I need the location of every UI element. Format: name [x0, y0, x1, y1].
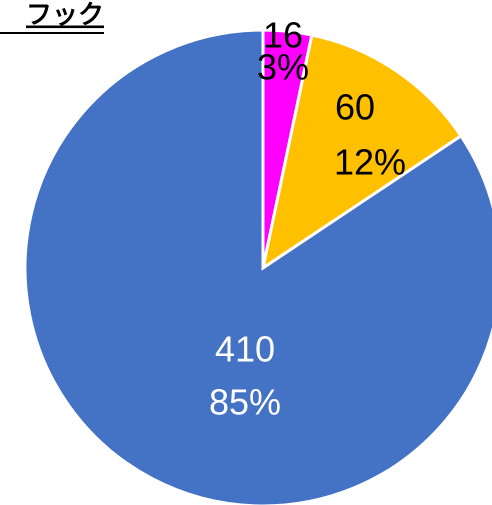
value-label: 410 — [215, 329, 275, 370]
pie-slice — [23, 28, 492, 505]
chart-title: フック — [26, 1, 104, 31]
value-label: 16 — [263, 15, 303, 56]
slices — [23, 28, 492, 505]
percent-label: 3% — [257, 47, 309, 88]
value-label: 60 — [335, 87, 375, 128]
pie-slice — [260, 33, 464, 272]
percent-label: 85% — [209, 382, 281, 423]
percent-label: 12% — [334, 142, 406, 183]
